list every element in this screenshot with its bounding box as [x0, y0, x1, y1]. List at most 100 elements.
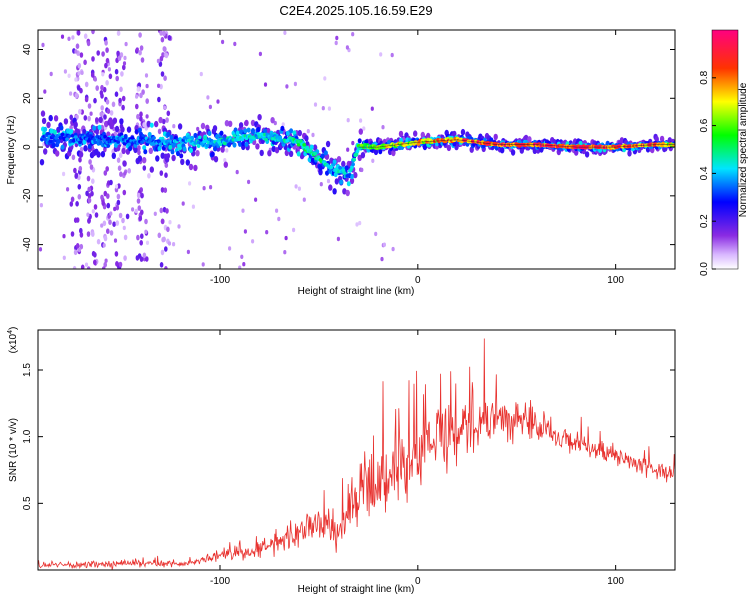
heatmap-noise-cell — [115, 220, 120, 226]
heatmap-noise-cell — [160, 36, 165, 43]
heatmap-ridge-cell — [205, 143, 210, 148]
heatmap-noise-cell — [120, 71, 124, 77]
heatmap-noise-cell — [117, 165, 122, 171]
heatmap-noise-cell — [87, 186, 91, 193]
heatmap-noise-cell — [164, 162, 169, 168]
heatmap-noise-cell — [390, 52, 394, 58]
heatmap-noise-cell — [74, 77, 78, 82]
heatmap-ridge-cell — [65, 137, 69, 141]
heatmap-ridge-cell — [350, 165, 354, 169]
heatmap-ridge-cell — [149, 142, 154, 146]
heatmap-ridge-cell — [43, 126, 48, 132]
snr-x-ticks: -100 0 100 — [210, 330, 624, 587]
heatmap-noise-cell — [87, 115, 91, 122]
heatmap-noise-cell — [76, 85, 81, 91]
heatmap-ridge-cell — [195, 150, 200, 157]
heatmap-noise-cell — [159, 207, 164, 214]
heatmap-ridge-cell — [97, 124, 102, 130]
heatmap-ridge-cell — [188, 163, 194, 171]
heatmap-noise-cell — [114, 68, 119, 75]
heatmap-noise-cell — [121, 217, 125, 224]
heatmap-noise-cell — [145, 256, 149, 262]
heatmap-noise-cell — [91, 30, 95, 35]
heatmap-noise-cell — [122, 64, 126, 71]
heatmap-ridge-cell — [152, 136, 156, 140]
heatmap-noise-cell — [101, 51, 105, 57]
heatmap-noise-cell — [79, 227, 83, 234]
heatmap-noise-cell — [311, 132, 315, 138]
heatmap-ridge-cell — [598, 147, 603, 153]
heatmap-noise-cell — [79, 243, 84, 250]
heatmap-noise-cell — [359, 118, 363, 123]
heatmap-ridge-cell — [302, 143, 307, 147]
heatmap-noise-cell — [273, 120, 277, 126]
heatmap-noise-cell — [164, 266, 168, 269]
heatmap-noise-cell — [162, 236, 166, 243]
heatmap-ridge-cell — [170, 149, 175, 155]
heatmap-noise-cell — [121, 104, 125, 111]
heatmap-noise-cell — [69, 114, 73, 121]
heatmap-ridge-cell — [69, 128, 74, 134]
y-tick-label: -20 — [22, 188, 33, 203]
heatmap-ridge-cell — [122, 160, 127, 167]
colorbar-tick-label: 0.8 — [699, 70, 710, 84]
heatmap-ridge-cell — [320, 153, 325, 159]
heatmap-ridge-cell — [339, 179, 344, 185]
heatmap-noise-cell — [137, 145, 141, 151]
heatmap-noise-cell — [362, 126, 366, 131]
heatmap-ridge-cell — [241, 140, 246, 147]
heatmap-noise-cell — [105, 99, 110, 105]
heatmap-noise-cell — [109, 230, 114, 236]
heatmap-noise-cell — [163, 105, 167, 110]
heatmap-noise-cell — [74, 92, 79, 99]
heatmap-noise-cell — [86, 175, 91, 182]
heatmap-ridge-cell — [149, 166, 154, 173]
heatmap-noise-cell — [74, 49, 78, 54]
snr-scale-exponent: 4 — [7, 330, 14, 334]
heatmap-ridge-cell — [56, 139, 61, 143]
heatmap-ridge-cell — [318, 165, 323, 171]
heatmap-noise-cell — [358, 220, 362, 226]
heatmap-noise-cell — [135, 47, 139, 52]
heatmap-noise-cell — [136, 192, 141, 199]
heatmap-noise-cell — [114, 184, 119, 189]
heatmap-noise-cell — [142, 165, 147, 171]
heatmap-noise-cell — [285, 84, 289, 89]
heatmap-noise-cell — [153, 211, 157, 216]
snr-x-axis-label: Height of straight line (km) — [298, 584, 415, 595]
heatmap-noise-cell — [371, 158, 375, 163]
heatmap-ridge-cell — [185, 159, 190, 166]
heatmap-noise-cell — [351, 140, 355, 146]
heatmap-ridge-cell — [106, 136, 111, 141]
heatmap-ridge-cell — [267, 150, 272, 157]
heatmap-noise-cell — [156, 58, 160, 64]
heatmap-noise-cell — [60, 34, 65, 39]
heatmap-noise-cell — [104, 40, 108, 46]
heatmap-ridge-cell — [312, 144, 318, 151]
heatmap-noise-cell — [168, 220, 172, 225]
heatmap-noise-cell — [136, 198, 141, 204]
snr-frame — [37, 329, 676, 571]
heatmap-ridge-cell — [120, 126, 125, 133]
heatmap-noise-cell — [157, 232, 162, 239]
heatmap-noise-cell — [117, 183, 121, 189]
heatmap-noise-cell — [283, 30, 287, 35]
heatmap-noise-cell — [73, 249, 78, 256]
heatmap-noise-cell — [102, 86, 107, 93]
heatmap-noise-cell — [108, 73, 113, 80]
heatmap-ridge-cell — [39, 159, 45, 166]
heatmap-ridge-cell — [158, 116, 163, 124]
heatmap-ridge-cell — [285, 130, 290, 136]
heatmap-ridge-cell — [41, 117, 47, 125]
heatmap-noise-cell — [62, 234, 66, 239]
heatmap-noise-cell — [140, 209, 144, 216]
heatmap-ridge-cell — [420, 131, 425, 139]
colorbar-tick-label: 0.4 — [699, 166, 710, 180]
heatmap-noise-cell — [238, 265, 242, 269]
x-tick-label: -100 — [210, 275, 230, 286]
heatmap-noise-cell — [139, 92, 143, 99]
heatmap-noise-cell — [90, 72, 95, 78]
heatmap-noise-cell — [102, 243, 106, 248]
heatmap-noise-cell — [196, 126, 200, 132]
heatmap-ridge-cell — [323, 150, 328, 156]
